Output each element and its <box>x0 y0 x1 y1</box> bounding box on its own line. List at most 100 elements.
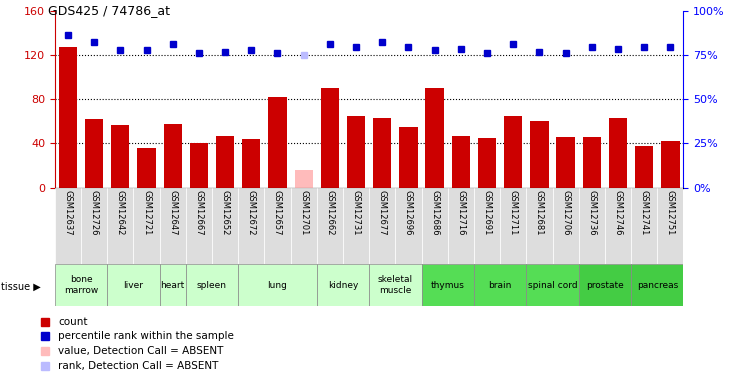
Text: GSM12672: GSM12672 <box>247 190 256 235</box>
Bar <box>526 264 579 306</box>
Text: pancreas: pancreas <box>637 280 678 290</box>
Text: tissue ▶: tissue ▶ <box>1 282 41 292</box>
Text: bone
marrow: bone marrow <box>64 275 98 295</box>
Bar <box>422 188 447 264</box>
Bar <box>107 188 133 264</box>
Text: lung: lung <box>268 280 287 290</box>
Bar <box>605 188 631 264</box>
Text: GSM12721: GSM12721 <box>142 190 151 235</box>
Bar <box>347 116 366 188</box>
Bar <box>474 264 526 306</box>
Bar <box>133 188 159 264</box>
Text: percentile rank within the sample: percentile rank within the sample <box>58 332 234 342</box>
Bar <box>212 188 238 264</box>
Bar <box>553 188 579 264</box>
Text: value, Detection Call = ABSENT: value, Detection Call = ABSENT <box>58 346 224 357</box>
Bar <box>107 264 159 306</box>
Bar <box>85 119 103 188</box>
Bar <box>583 137 601 188</box>
Text: GSM12716: GSM12716 <box>456 190 466 235</box>
Text: GSM12726: GSM12726 <box>90 190 99 235</box>
Bar <box>478 138 496 188</box>
Text: GSM12652: GSM12652 <box>221 190 230 235</box>
Text: GSM12637: GSM12637 <box>64 190 72 236</box>
Bar <box>343 188 369 264</box>
Bar <box>579 188 605 264</box>
Text: GSM12751: GSM12751 <box>666 190 675 235</box>
Text: heart: heart <box>161 280 185 290</box>
Bar <box>81 188 107 264</box>
Bar <box>500 188 526 264</box>
Bar <box>504 116 523 188</box>
Bar <box>111 125 129 188</box>
Bar <box>474 188 500 264</box>
Bar <box>317 264 369 306</box>
Bar <box>242 139 260 188</box>
Bar <box>295 170 313 188</box>
Bar <box>369 264 422 306</box>
Text: GSM12657: GSM12657 <box>273 190 282 235</box>
Bar <box>159 264 186 306</box>
Bar <box>631 188 657 264</box>
Text: GSM12746: GSM12746 <box>613 190 623 235</box>
Bar <box>609 118 627 188</box>
Bar <box>395 188 422 264</box>
Text: GSM12667: GSM12667 <box>194 190 203 236</box>
Text: kidney: kidney <box>327 280 358 290</box>
Text: GSM12686: GSM12686 <box>430 190 439 236</box>
Bar <box>164 124 182 188</box>
Text: GSM12642: GSM12642 <box>115 190 125 235</box>
Bar <box>579 264 631 306</box>
Text: GSM12711: GSM12711 <box>509 190 518 235</box>
Bar <box>186 264 238 306</box>
Bar <box>55 264 107 306</box>
Bar <box>399 127 417 188</box>
Text: GSM12701: GSM12701 <box>299 190 308 235</box>
Bar <box>290 188 317 264</box>
Text: GSM12731: GSM12731 <box>352 190 360 235</box>
Bar <box>186 188 212 264</box>
Text: GDS425 / 74786_at: GDS425 / 74786_at <box>48 4 170 17</box>
Bar <box>452 136 470 188</box>
Bar <box>447 188 474 264</box>
Text: GSM12647: GSM12647 <box>168 190 177 235</box>
Bar <box>159 188 186 264</box>
Bar <box>635 146 654 188</box>
Text: thymus: thymus <box>431 280 465 290</box>
Bar <box>631 264 683 306</box>
Bar <box>238 188 265 264</box>
Text: brain: brain <box>488 280 512 290</box>
Text: spleen: spleen <box>197 280 227 290</box>
Bar <box>58 46 77 188</box>
Bar <box>55 188 81 264</box>
Text: rank, Detection Call = ABSENT: rank, Detection Call = ABSENT <box>58 362 219 372</box>
Text: count: count <box>58 317 88 327</box>
Bar <box>530 122 548 188</box>
Text: skeletal
muscle: skeletal muscle <box>378 275 413 295</box>
Bar <box>216 136 234 188</box>
Bar <box>369 188 395 264</box>
Bar <box>137 148 156 188</box>
Bar <box>662 141 680 188</box>
Text: GSM12662: GSM12662 <box>325 190 334 235</box>
Text: GSM12736: GSM12736 <box>587 190 596 236</box>
Bar <box>526 188 553 264</box>
Bar <box>265 188 290 264</box>
Text: GSM12681: GSM12681 <box>535 190 544 235</box>
Bar <box>657 188 683 264</box>
Text: spinal cord: spinal cord <box>528 280 577 290</box>
Bar <box>422 264 474 306</box>
Bar <box>268 97 287 188</box>
Bar <box>556 137 575 188</box>
Bar <box>190 144 208 188</box>
Text: prostate: prostate <box>586 280 624 290</box>
Text: GSM12706: GSM12706 <box>561 190 570 235</box>
Text: liver: liver <box>124 280 143 290</box>
Bar <box>321 88 339 188</box>
Text: GSM12741: GSM12741 <box>640 190 648 235</box>
Bar <box>373 118 391 188</box>
Text: GSM12677: GSM12677 <box>378 190 387 236</box>
Bar <box>317 188 343 264</box>
Bar <box>425 88 444 188</box>
Bar <box>238 264 317 306</box>
